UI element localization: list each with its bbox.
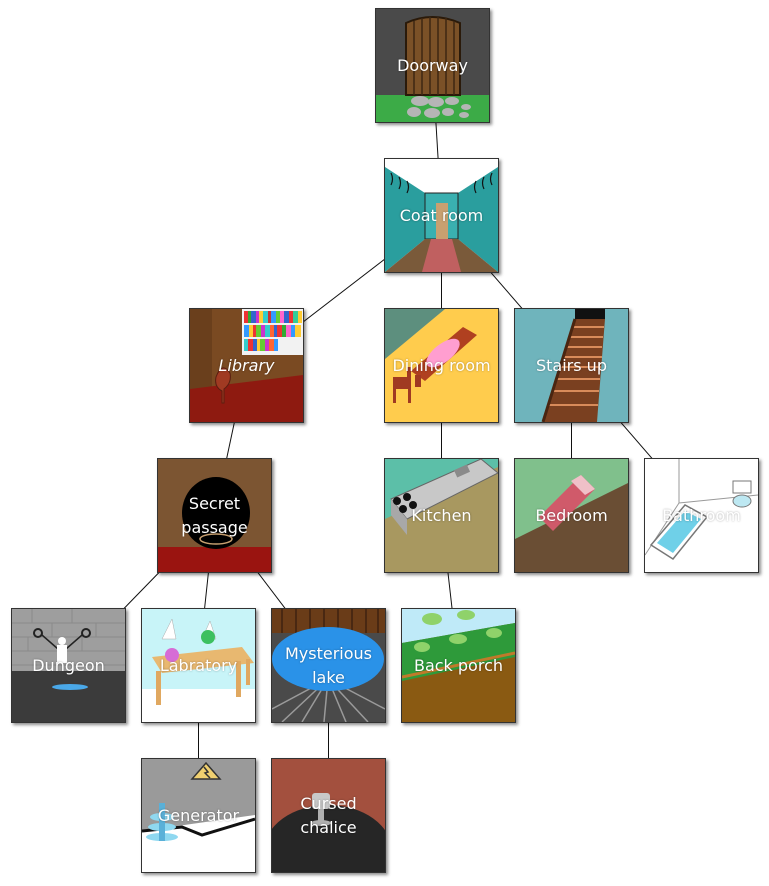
room-cursed-chalice[interactable]: Cursed chalice	[271, 758, 386, 873]
labratory-illustration	[142, 609, 255, 722]
bedroom-illustration	[515, 459, 628, 572]
room-generator[interactable]: Generator	[141, 758, 256, 873]
room-bathroom[interactable]: Bathroom	[644, 458, 759, 573]
room-labratory[interactable]: Labratory	[141, 608, 256, 723]
room-mysterious-lake[interactable]: Mysterious lake	[271, 608, 386, 723]
room-bedroom[interactable]: Bedroom	[514, 458, 629, 573]
room-coat-room[interactable]: Coat room	[384, 158, 499, 273]
cursed-chalice-illustration	[272, 759, 385, 872]
bathroom-illustration	[645, 459, 758, 572]
doorway-illustration	[376, 9, 489, 122]
room-back-porch[interactable]: Back porch	[401, 608, 516, 723]
room-stairs-up[interactable]: Stairs up	[514, 308, 629, 423]
generator-illustration	[142, 759, 255, 872]
mysterious-lake-illustration	[272, 609, 385, 722]
coat-room-illustration	[385, 159, 498, 272]
room-kitchen[interactable]: Kitchen	[384, 458, 499, 573]
room-dining-room[interactable]: Dining room	[384, 308, 499, 423]
library-illustration	[190, 309, 303, 422]
room-doorway[interactable]: Doorway	[375, 8, 490, 123]
dining-room-illustration	[385, 309, 498, 422]
kitchen-illustration	[385, 459, 498, 572]
secret-passage-illustration	[158, 459, 271, 572]
dungeon-illustration	[12, 609, 125, 722]
stairs-up-illustration	[515, 309, 628, 422]
room-dungeon[interactable]: Dungeon	[11, 608, 126, 723]
room-secret-passage[interactable]: Secret passage	[157, 458, 272, 573]
back-porch-illustration	[402, 609, 515, 722]
room-library[interactable]: Library	[189, 308, 304, 423]
